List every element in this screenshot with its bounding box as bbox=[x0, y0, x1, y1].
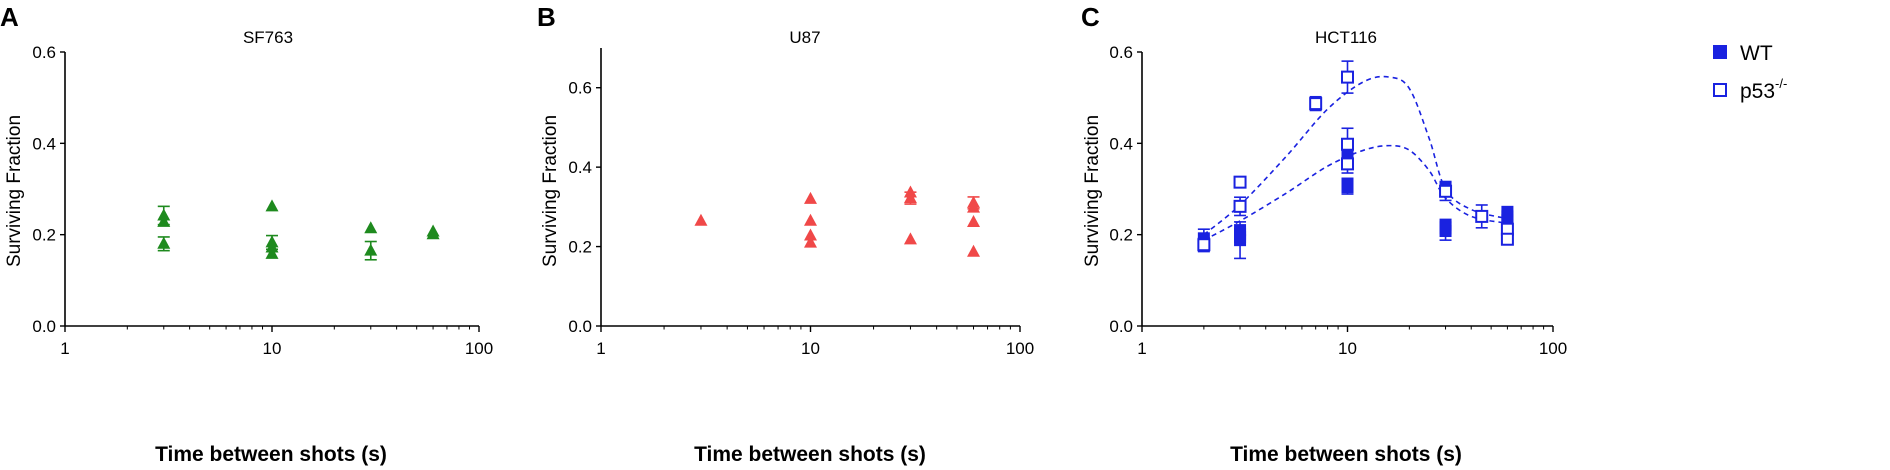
panel-a-y-tick-label: 0.2 bbox=[32, 226, 56, 245]
panel-c-y-tick-label: 0.2 bbox=[1109, 226, 1133, 245]
panel-b-y-tick-label: 0.6 bbox=[568, 79, 592, 98]
data-point bbox=[426, 227, 440, 240]
panel-a-y-tick-label: 0.4 bbox=[32, 134, 56, 153]
panel-b-letter: B bbox=[537, 2, 556, 32]
panel-c-y-axis-title: Surviving Fraction bbox=[1082, 115, 1103, 267]
panel-c-fit-curve bbox=[1203, 144, 1508, 241]
panel-c-legend: WT p53-/- bbox=[1713, 42, 1787, 103]
chart-panel-b: B U87 Time between shots (s) Surviving F… bbox=[537, 2, 1034, 466]
data-point bbox=[967, 244, 981, 257]
legend-wt-marker bbox=[1713, 45, 1727, 59]
panel-a-x-tick-label: 100 bbox=[465, 339, 493, 358]
legend-p53-label-superscript: -/- bbox=[1775, 76, 1787, 91]
panel-a-x-tick-label: 10 bbox=[263, 339, 282, 358]
legend-p53-marker bbox=[1713, 83, 1727, 97]
data-point bbox=[1341, 181, 1354, 194]
panel-c-fit-curve bbox=[1203, 75, 1508, 236]
data-point bbox=[1341, 157, 1354, 171]
data-point bbox=[364, 243, 378, 256]
panel-c-x-tick-label: 100 bbox=[1539, 339, 1567, 358]
data-point bbox=[903, 191, 917, 204]
panel-b-x-tick-label: 100 bbox=[1006, 339, 1034, 358]
panel-a-title: SF763 bbox=[243, 28, 293, 47]
panel-b-y-tick-label: 0.4 bbox=[568, 158, 592, 177]
chart-panel-a: A SF763 Time between shots (s) Surviving… bbox=[0, 2, 493, 466]
data-point bbox=[1341, 70, 1354, 84]
panel-a-x-axis-title: Time between shots (s) bbox=[155, 443, 387, 466]
data-point bbox=[1475, 209, 1489, 223]
data-point bbox=[1233, 199, 1247, 213]
data-point bbox=[903, 232, 917, 245]
panel-c-y-tick-label: 0.0 bbox=[1109, 317, 1133, 336]
data-point bbox=[157, 208, 171, 221]
data-point bbox=[1233, 175, 1247, 189]
panel-c-letter: C bbox=[1081, 2, 1100, 32]
data-point bbox=[364, 221, 378, 234]
panel-a-y-tick-label: 0.6 bbox=[32, 43, 56, 62]
panel-a-y-axis-title: Surviving Fraction bbox=[4, 115, 25, 267]
data-point bbox=[1234, 234, 1247, 247]
legend-p53-label: p53-/- bbox=[1740, 76, 1787, 103]
panel-c-x-tick-label: 1 bbox=[1137, 339, 1146, 358]
panel-b-x-axis-title: Time between shots (s) bbox=[694, 443, 926, 466]
data-point bbox=[967, 200, 981, 213]
panel-c-x-axis-title: Time between shots (s) bbox=[1230, 443, 1462, 466]
panel-b-title: U87 bbox=[789, 28, 820, 47]
panel-b-y-tick-label: 0.0 bbox=[568, 317, 592, 336]
panel-c-y-tick-label: 0.4 bbox=[1109, 134, 1133, 153]
panel-c-y-tick-label: 0.6 bbox=[1109, 43, 1133, 62]
panel-c-title: HCT116 bbox=[1315, 28, 1377, 47]
data-point bbox=[1500, 232, 1514, 246]
panel-b-x-tick-label: 1 bbox=[596, 339, 605, 358]
data-point bbox=[1439, 184, 1453, 198]
data-point bbox=[967, 214, 981, 227]
data-point bbox=[265, 246, 279, 259]
data-point bbox=[157, 236, 171, 249]
data-point bbox=[804, 191, 817, 204]
panel-b-y-axis-title: Surviving Fraction bbox=[540, 115, 561, 267]
legend-p53-label-main: p53 bbox=[1740, 80, 1775, 103]
panel-b-y-tick-label: 0.2 bbox=[568, 238, 592, 257]
legend-wt-label: WT bbox=[1740, 42, 1773, 65]
data-point bbox=[265, 199, 279, 212]
data-point bbox=[1341, 137, 1354, 151]
data-point bbox=[1309, 97, 1323, 111]
data-point bbox=[1197, 238, 1211, 252]
data-point bbox=[157, 214, 171, 227]
panel-a-letter: A bbox=[0, 2, 19, 32]
data-point bbox=[804, 228, 817, 241]
data-point bbox=[265, 240, 279, 253]
panel-c-x-tick-label: 10 bbox=[1338, 339, 1357, 358]
data-point bbox=[804, 213, 817, 226]
panel-a-x-tick-label: 1 bbox=[60, 339, 69, 358]
panel-b-x-tick-label: 10 bbox=[801, 339, 820, 358]
panel-a-y-tick-label: 0.0 bbox=[32, 317, 56, 336]
chart-panel-c: C HCT116 Time between shots (s) Survivin… bbox=[1081, 2, 1787, 466]
data-point bbox=[694, 213, 708, 226]
data-point bbox=[804, 235, 817, 248]
data-point bbox=[1439, 225, 1452, 238]
